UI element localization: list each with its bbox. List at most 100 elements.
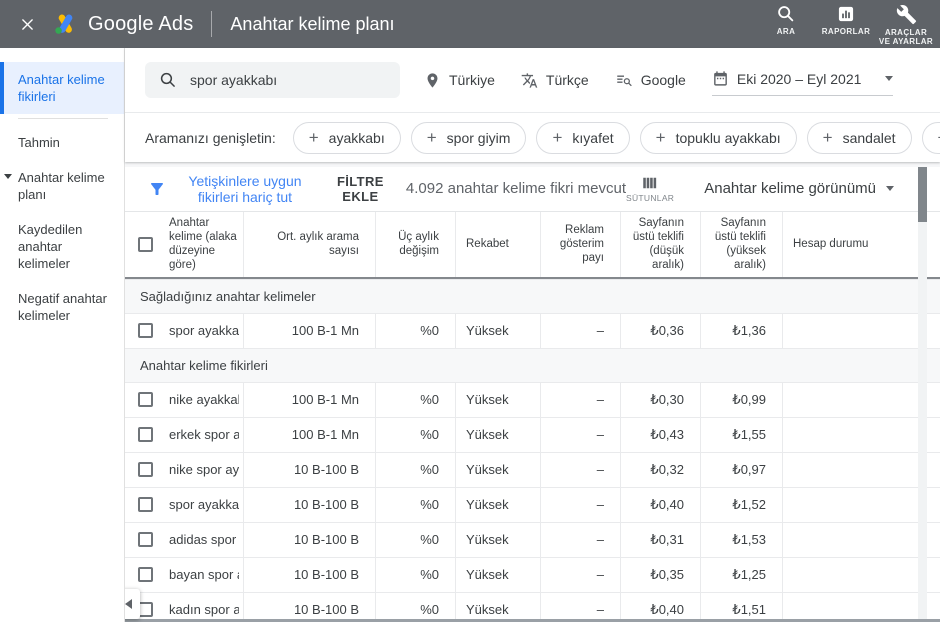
expand-chip[interactable]: + kıyafet — [536, 121, 630, 154]
cell-keyword: nike spor aya… — [169, 462, 239, 478]
sidebar-item-label: Negatif anahtar kelimeler — [18, 291, 107, 323]
cell-bid-high: ₺0,97 — [700, 452, 782, 487]
keyword-table-body: Sağladığınız anahtar kelimeler spor ayak… — [125, 278, 940, 622]
table-section-row: Sağladığınız anahtar kelimeler — [125, 278, 940, 313]
cell-keyword: adidas spor … — [169, 532, 239, 548]
cell-bid-low: ₺0,30 — [620, 382, 700, 417]
header-top-bid-high[interactable]: Sayfanın üstü teklifi (yüksek aralık) — [700, 211, 782, 277]
chevron-down-icon — [885, 76, 894, 81]
reports-button[interactable]: RAPORLAR — [818, 0, 874, 38]
expand-search-row: Aramanızı genişletin: + ayakkabı + spor … — [125, 112, 940, 162]
cell-competition: Yüksek — [455, 522, 540, 557]
section-title: Anahtar kelime fikirleri — [140, 357, 268, 373]
row-checkbox[interactable] — [138, 392, 153, 408]
cell-change: %0 — [375, 522, 455, 557]
keyword-view-selector[interactable]: Anahtar kelime görünümü — [704, 180, 894, 197]
chip-label: kıyafet — [572, 129, 614, 146]
select-all-checkbox[interactable] — [138, 236, 153, 252]
row-checkbox[interactable] — [138, 602, 153, 618]
action-label: RAPORLAR — [821, 27, 871, 36]
sidebar-item-forecast[interactable]: Tahmin — [0, 125, 124, 160]
filter-bar: Yetişkinlere uygun fikirleri hariç tut F… — [125, 167, 940, 212]
language-value: Türkçe — [545, 72, 589, 88]
location-value: Türkiye — [449, 72, 495, 88]
cell-avg-searches: 100 B-1 Mn — [243, 313, 375, 348]
header-label: Anahtar kelime (alaka düzeyine göre) — [169, 217, 237, 272]
header-competition[interactable]: Rekabet — [455, 211, 540, 277]
plus-icon: + — [426, 128, 437, 147]
cell-keyword: nike ayakkabı — [169, 392, 239, 408]
sidebar-item-negative-keywords[interactable]: Negatif anahtar kelimeler — [0, 281, 124, 333]
horizontal-scrollbar[interactable] — [125, 619, 940, 622]
sidebar-divider — [18, 118, 108, 119]
close-icon[interactable] — [14, 11, 40, 37]
vertical-scrollbar-thumb[interactable] — [918, 166, 927, 222]
chip-label: ayakkabı — [328, 129, 385, 146]
table-section-row: Anahtar kelime fikirleri — [125, 347, 940, 382]
cell-impression-share: – — [540, 592, 620, 622]
section-title: Sağladığınız anahtar kelimeler — [140, 288, 316, 304]
sidebar-item-saved-keywords[interactable]: Kaydedilen anahtar kelimeler — [0, 212, 124, 281]
expand-chip[interactable]: + terlik — [921, 121, 940, 154]
cell-keyword: spor ayakkab… — [169, 497, 239, 513]
columns-button[interactable]: SÜTUNLAR — [626, 174, 674, 203]
sidebar-item-keyword-ideas[interactable]: Anahtar kelime fikirleri — [0, 62, 124, 114]
row-checkbox[interactable] — [138, 427, 153, 443]
row-checkbox[interactable] — [138, 567, 153, 583]
header-ad-impression-share[interactable]: Reklam gösterim payı — [540, 211, 620, 277]
cell-avg-searches: 10 B-100 B — [243, 487, 375, 522]
location-selector[interactable]: Türkiye — [424, 72, 495, 89]
header-three-month-change[interactable]: Üç aylık değişim — [375, 211, 455, 277]
expand-chip[interactable]: + topuklu ayakkabı — [639, 121, 797, 154]
row-checkbox[interactable] — [138, 497, 153, 513]
cell-avg-searches: 10 B-100 B — [243, 522, 375, 557]
cell-avg-searches: 10 B-100 B — [243, 557, 375, 592]
header-avg-monthly-searches[interactable]: Ort. aylık arama sayısı — [243, 211, 375, 277]
plus-icon: + — [938, 129, 940, 146]
cell-keyword: erkek spor ay… — [169, 427, 239, 443]
row-checkbox[interactable] — [138, 532, 153, 548]
expand-chip[interactable]: + ayakkabı — [292, 121, 401, 154]
topbar-actions: ARA RAPORLAR ARAÇLAR VE AYARLAR — [758, 0, 934, 48]
plus-icon: + — [655, 128, 666, 147]
expand-chip[interactable]: + spor giyim — [410, 121, 527, 154]
cell-bid-low: ₺0,43 — [620, 417, 700, 452]
date-range-selector[interactable]: Eki 2020 – Eyl 2021 — [711, 64, 894, 96]
header-account-status[interactable]: Hesap durumu — [782, 211, 940, 277]
exclude-adult-ideas-link[interactable]: Yetişkinlere uygun fikirleri hariç tut — [176, 173, 314, 205]
reports-icon — [838, 6, 854, 22]
search-button[interactable]: ARA — [758, 0, 814, 38]
cell-competition: Yüksek — [455, 313, 540, 348]
cell-avg-searches: 10 B-100 B — [243, 592, 375, 622]
expand-chip[interactable]: + sandalet — [806, 121, 912, 154]
vertical-scrollbar[interactable] — [918, 166, 927, 622]
cell-competition: Yüksek — [455, 557, 540, 592]
cell-change: %0 — [375, 557, 455, 592]
cell-competition: Yüksek — [455, 417, 540, 452]
row-checkbox[interactable] — [138, 323, 153, 339]
header-keyword[interactable]: Anahtar kelime (alaka düzeyine göre) — [125, 212, 243, 277]
header-top-bid-low[interactable]: Sayfanın üstü teklifi (düşük aralık) — [620, 211, 700, 277]
keyword-search-input[interactable]: spor ayakkabı — [145, 62, 400, 98]
cell-impression-share: – — [540, 417, 620, 452]
tools-settings-button[interactable]: ARAÇLAR VE AYARLAR — [878, 0, 934, 48]
calendar-icon — [713, 71, 727, 86]
app-body: Anahtar kelime fikirleri Tahmin Anahtar … — [0, 48, 940, 622]
columns-icon — [643, 178, 657, 189]
date-range-value: Eki 2020 – Eyl 2021 — [736, 70, 862, 87]
chevron-down-icon — [4, 174, 12, 179]
language-selector[interactable]: Türkçe — [521, 72, 589, 89]
row-checkbox[interactable] — [138, 462, 153, 478]
sidebar-item-keyword-plan[interactable]: Anahtar kelime planı — [0, 160, 124, 212]
network-selector[interactable]: Google — [615, 71, 686, 89]
cell-impression-share: – — [540, 522, 620, 557]
add-filter-button[interactable]: FİLTRE EKLE — [332, 174, 389, 204]
scroll-left-button[interactable] — [125, 589, 140, 619]
cell-bid-high: ₺1,25 — [700, 557, 782, 592]
cell-competition: Yüksek — [455, 452, 540, 487]
cell-impression-share: – — [540, 557, 620, 592]
translate-icon — [521, 72, 538, 88]
cell-bid-low: ₺0,40 — [620, 487, 700, 522]
cell-keyword: bayan spor a… — [169, 567, 239, 583]
